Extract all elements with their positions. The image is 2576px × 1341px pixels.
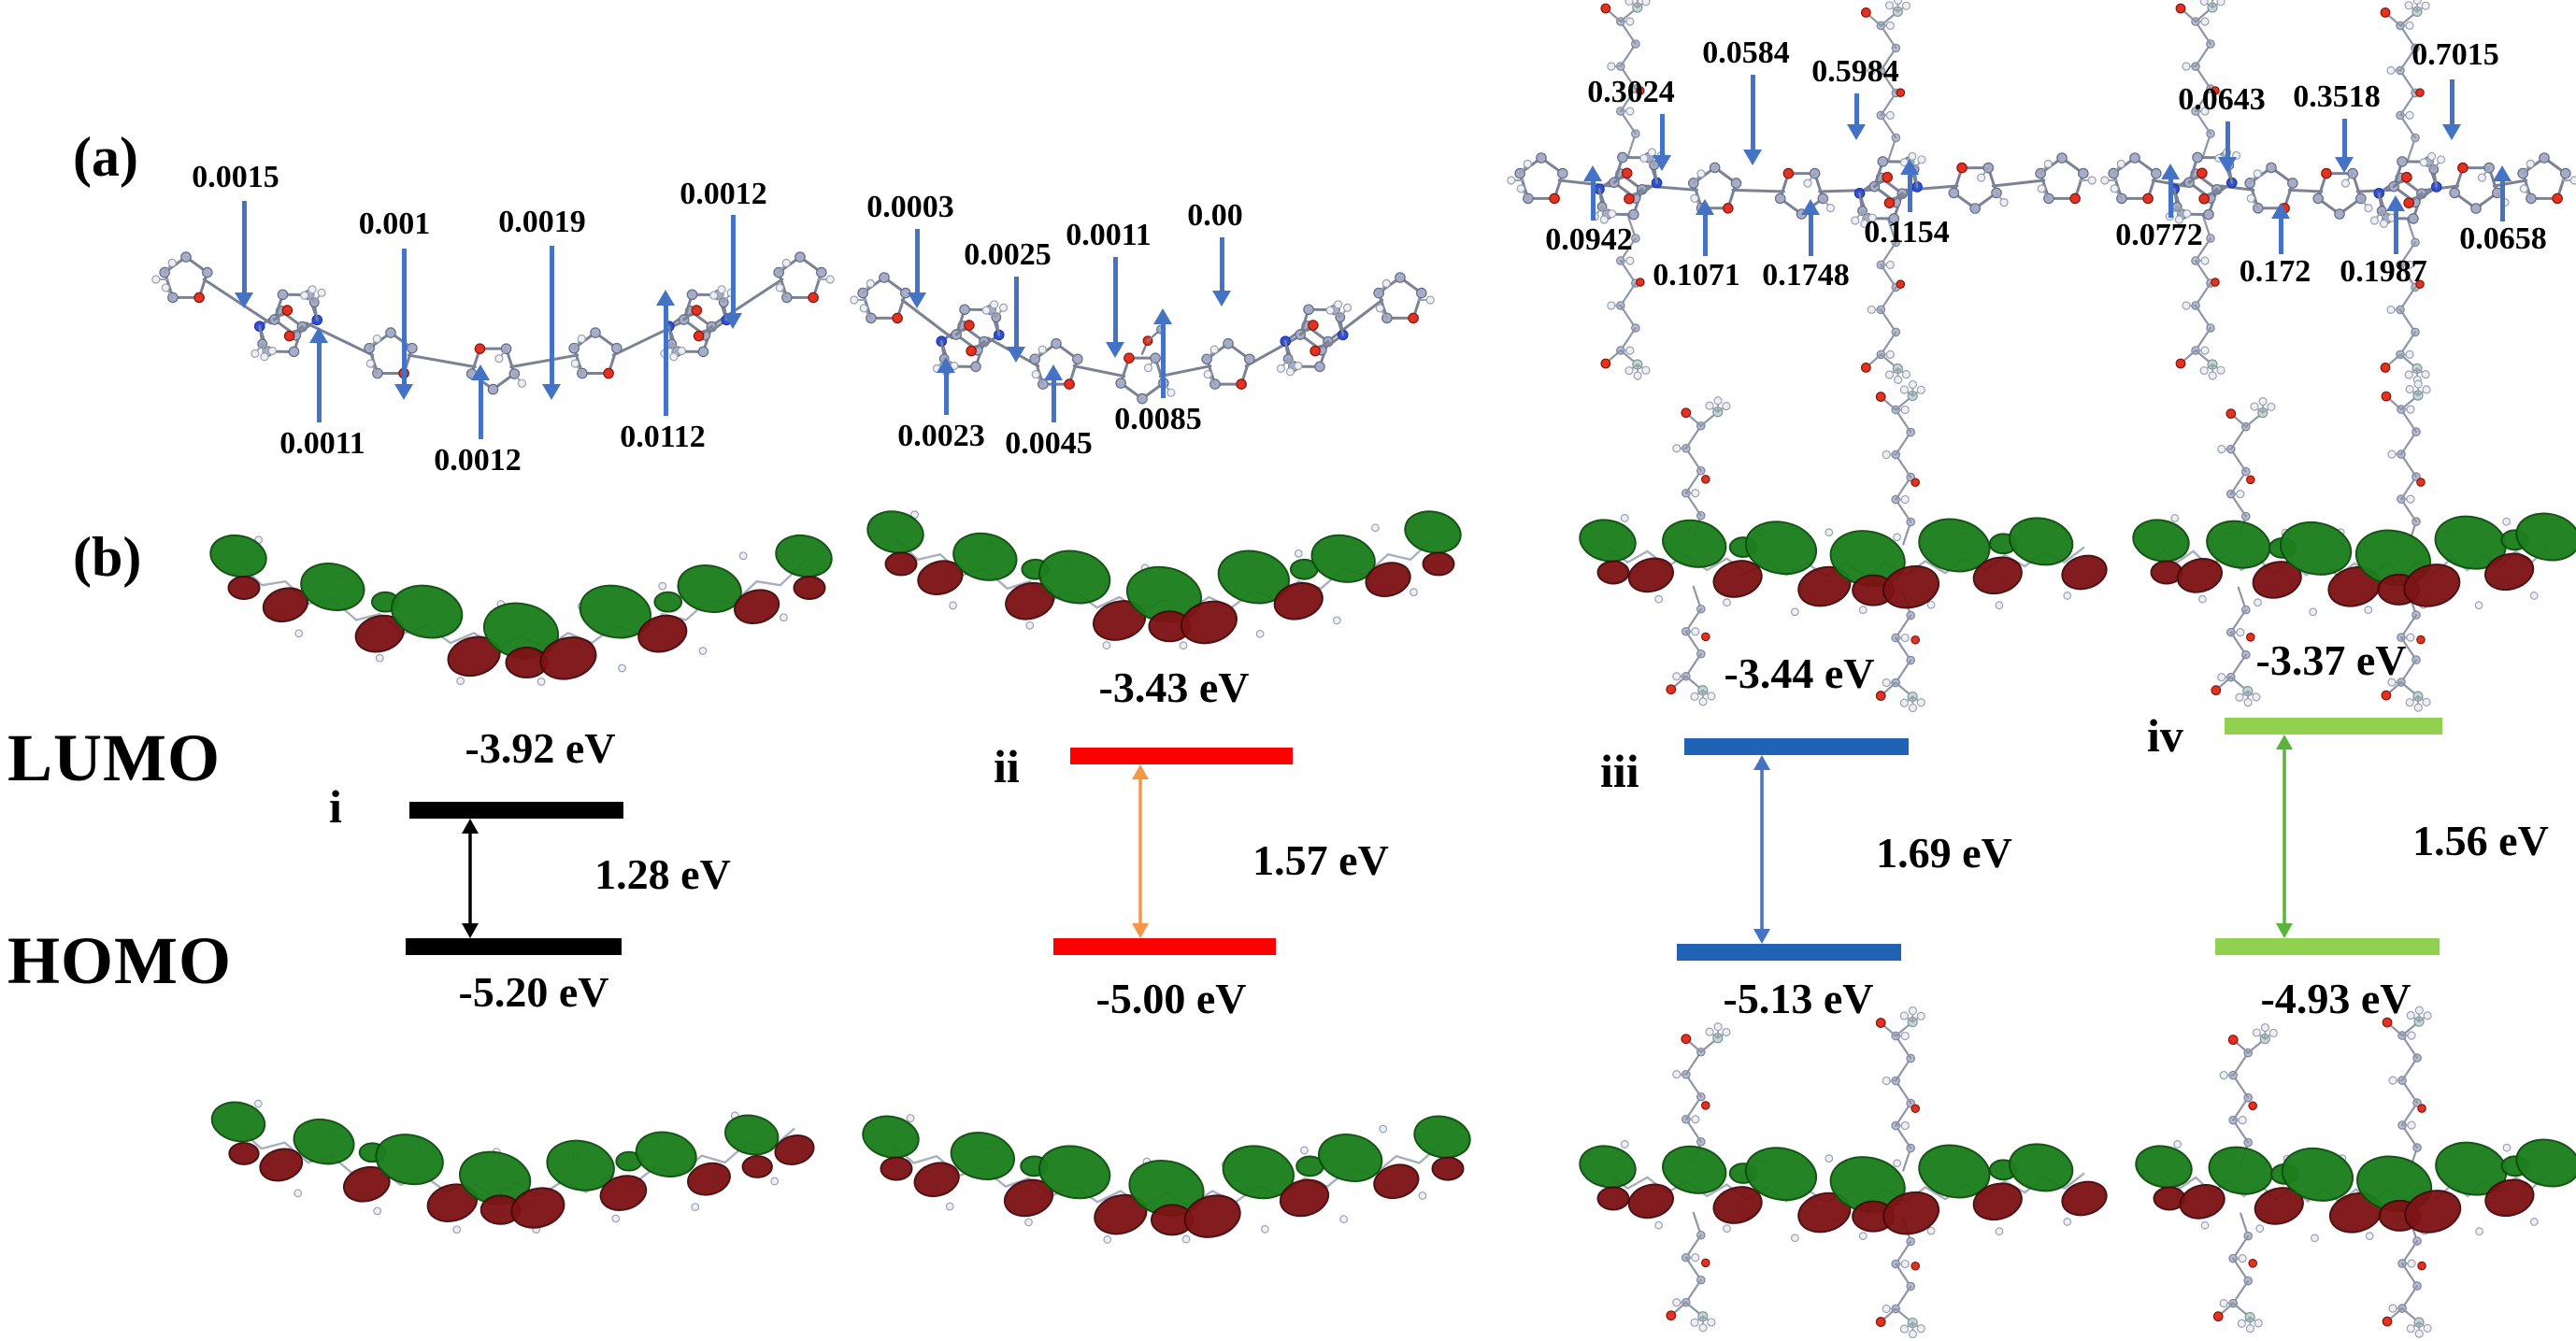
charge-annotation: 0.0011 — [279, 426, 365, 461]
annotation-arrow-icon — [2386, 195, 2405, 254]
charge-annotation: 0.1987 — [2340, 254, 2427, 289]
annotation-arrow-icon — [235, 201, 253, 308]
charge-annotation: 0.1748 — [1762, 258, 1850, 292]
charge-annotation: 0.0045 — [1005, 426, 1093, 461]
gap-energy-ii: 1.57 eV — [1252, 836, 1389, 884]
lumo-level-bar-ii — [1070, 748, 1293, 764]
annotation-arrow-icon — [908, 229, 926, 308]
lumo-level-bar-iii — [1684, 738, 1909, 755]
charge-annotation: 0.0019 — [498, 205, 586, 239]
annotation-arrow-icon — [1696, 199, 1714, 256]
charge-annotation: 0.0012 — [434, 443, 522, 478]
charge-annotation: 0.0772 — [2115, 218, 2203, 252]
charge-annotation: 0.172 — [2239, 254, 2311, 289]
charge-annotation: 0.0025 — [964, 237, 1052, 272]
gap-energy-i: 1.28 eV — [594, 850, 731, 898]
homo-orbital-iv — [2135, 1006, 2576, 1341]
annotation-arrow-icon — [2218, 121, 2237, 173]
lumo-energy-i: -3.92 eV — [465, 724, 616, 772]
annotation-arrow-icon — [542, 246, 561, 400]
charge-annotation: 0.0942 — [1545, 222, 1633, 257]
charge-annotation: 0.0015 — [192, 160, 279, 194]
annotation-arrow-icon — [1583, 165, 1602, 221]
annotation-arrow-icon — [394, 249, 413, 400]
charge-annotation: 0.1071 — [1653, 258, 1740, 292]
diagram-numeral-i: i — [329, 780, 342, 833]
lumo-energy-ii: -3.43 eV — [1098, 663, 1250, 711]
homo-energy-iv: -4.93 eV — [2260, 975, 2411, 1022]
charge-annotation: 0.3024 — [1587, 75, 1675, 109]
lumo-level-bar-iv — [2225, 718, 2442, 735]
annotation-arrow-icon — [723, 215, 742, 329]
diagram-numeral-iv: iv — [2147, 709, 2183, 762]
charge-annotation: 0.0012 — [680, 177, 767, 211]
annotation-arrow-icon — [1653, 114, 1671, 171]
annotation-arrow-icon — [656, 290, 675, 416]
annotation-arrow-icon — [471, 364, 490, 439]
lumo-orbital-iii — [1579, 379, 2112, 715]
homo-level-bar-iii — [1677, 944, 1901, 961]
gap-arrow-iii — [1750, 755, 1774, 944]
annotation-arrow-icon — [1801, 199, 1820, 256]
diagram-numeral-iii: iii — [1600, 745, 1639, 797]
molecule-structure-iv — [2100, 0, 2576, 384]
lumo-energy-iv: -3.37 eV — [2255, 636, 2407, 684]
homo-level-bar-iv — [2215, 938, 2440, 955]
lumo-orbital-iv — [2132, 379, 2576, 715]
gap-arrow-iv — [2272, 735, 2297, 938]
section-a-label: (a) — [73, 126, 138, 188]
homo-energy-i: -5.20 eV — [458, 968, 609, 1016]
annotation-arrow-icon — [937, 357, 955, 415]
lumo-orbital-i — [209, 472, 833, 715]
charge-annotation: 0.00 — [1187, 198, 1243, 233]
charge-annotation: 0.0658 — [2459, 221, 2547, 256]
diagram-numeral-ii: ii — [994, 740, 1020, 792]
charge-annotation: 0.5984 — [1811, 54, 1899, 89]
annotation-arrow-icon — [1044, 364, 1063, 422]
charge-annotation: 0.0584 — [1702, 36, 1790, 70]
charge-annotation: 0.0643 — [2178, 82, 2266, 117]
gap-arrow-ii — [1128, 764, 1152, 938]
lumo-energy-iii: -3.44 eV — [1724, 649, 1875, 697]
annotation-arrow-icon — [2335, 119, 2354, 173]
annotation-arrow-icon — [1743, 75, 1762, 165]
annotation-arrow-icon — [1106, 257, 1124, 358]
homo-energy-iii: -5.13 eV — [1723, 975, 1874, 1022]
charge-annotation: 0.0011 — [1066, 218, 1152, 252]
homo-orbital-ii — [862, 1051, 1471, 1276]
annotation-arrow-icon — [2493, 165, 2512, 221]
charge-annotation: 0.7015 — [2411, 37, 2499, 72]
annotation-arrow-icon — [1212, 237, 1231, 307]
annotation-arrow-icon — [1847, 93, 1866, 140]
charge-annotation: 0.1154 — [1864, 215, 1950, 250]
gap-energy-iv: 1.56 eV — [2412, 817, 2549, 864]
homo-orbital-i — [210, 1047, 823, 1257]
gap-arrow-i — [458, 819, 482, 938]
homo-row-label: HOMO — [7, 923, 232, 998]
lumo-row-label: LUMO — [7, 720, 221, 795]
annotation-arrow-icon — [2271, 203, 2290, 254]
molecule-structure-ii — [850, 173, 1435, 491]
annotation-arrow-icon — [1153, 308, 1172, 398]
annotation-arrow-icon — [1900, 159, 1919, 212]
charge-annotation: 0.3518 — [2293, 79, 2381, 114]
charge-annotation: 0.001 — [358, 207, 431, 241]
homo-level-bar-ii — [1053, 938, 1276, 955]
lumo-level-bar-i — [409, 802, 623, 819]
homo-level-bar-i — [406, 938, 622, 955]
charge-annotation: 0.0085 — [1114, 402, 1202, 436]
charge-annotation: 0.0003 — [866, 190, 954, 224]
lumo-orbital-ii — [866, 439, 1462, 692]
charge-annotation: 0.0023 — [897, 419, 985, 453]
annotation-arrow-icon — [2161, 164, 2180, 218]
annotation-arrow-icon — [2442, 79, 2461, 140]
annotation-arrow-icon — [1007, 277, 1025, 363]
homo-energy-ii: -5.00 eV — [1095, 975, 1247, 1022]
gap-energy-iii: 1.69 eV — [1876, 829, 2012, 877]
charge-annotation: 0.0112 — [620, 420, 706, 454]
section-b-label: (b) — [73, 526, 142, 588]
homo-orbital-iii — [1579, 1006, 2112, 1341]
annotation-arrow-icon — [309, 327, 328, 422]
